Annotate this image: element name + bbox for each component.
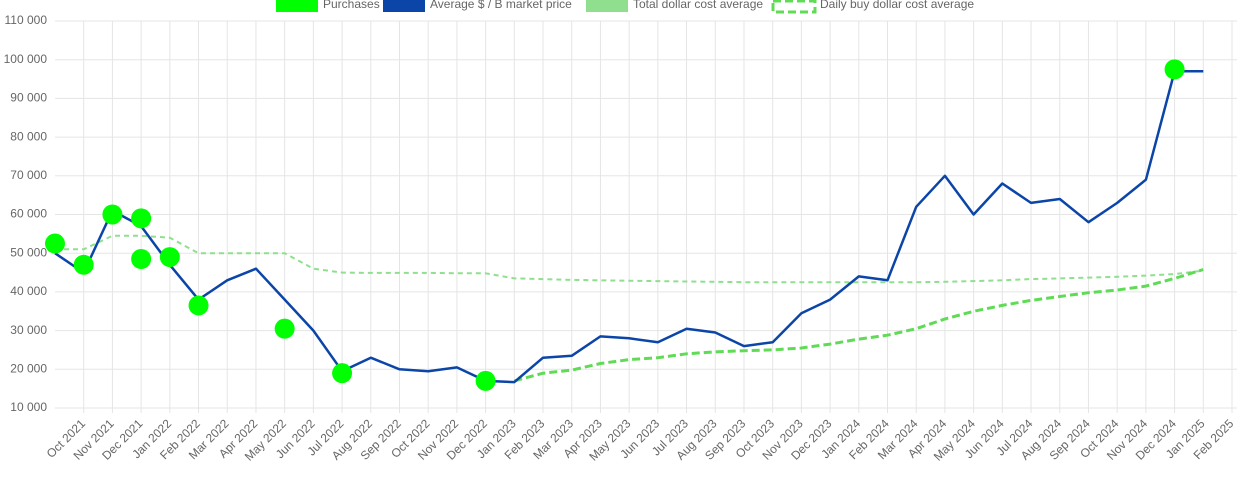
line-series [513,268,1204,383]
purchase-point [159,247,180,268]
legend-label: Daily buy dollar cost average [820,0,974,11]
purchase-point [188,295,209,316]
y-tick-label: 50 000 [10,245,47,259]
line-series [55,234,1204,284]
purchase-point [102,204,123,225]
y-tick-label: 10 000 [10,400,47,414]
y-tick-label: 60 000 [10,207,47,221]
legend-swatch [586,0,628,12]
legend-label: Average $ / B market price [430,0,572,11]
y-tick-label: 20 000 [10,361,47,375]
line-series [54,70,1204,384]
y-tick-label: 90 000 [10,91,47,105]
legend-label: Total dollar cost average [633,0,763,11]
legend-label: Purchases [323,0,380,11]
legend-swatch [276,0,318,12]
y-tick-label: 80 000 [10,129,47,143]
y-tick-label: 40 000 [10,284,47,298]
y-tick-label: 30 000 [10,323,47,337]
purchase-point [131,249,152,270]
purchase-point [131,208,152,229]
purchase-point [45,233,65,254]
purchase-point [332,363,353,384]
y-tick-label: 70 000 [10,168,47,182]
legend-swatch [771,0,817,14]
purchase-point [1164,59,1185,80]
purchase-point [475,370,496,391]
y-tick-label: 100 000 [4,52,48,66]
purchase-point [73,254,94,275]
purchase-point [274,318,295,339]
legend-swatch [383,0,425,12]
y-tick-label: 110 000 [5,13,48,27]
